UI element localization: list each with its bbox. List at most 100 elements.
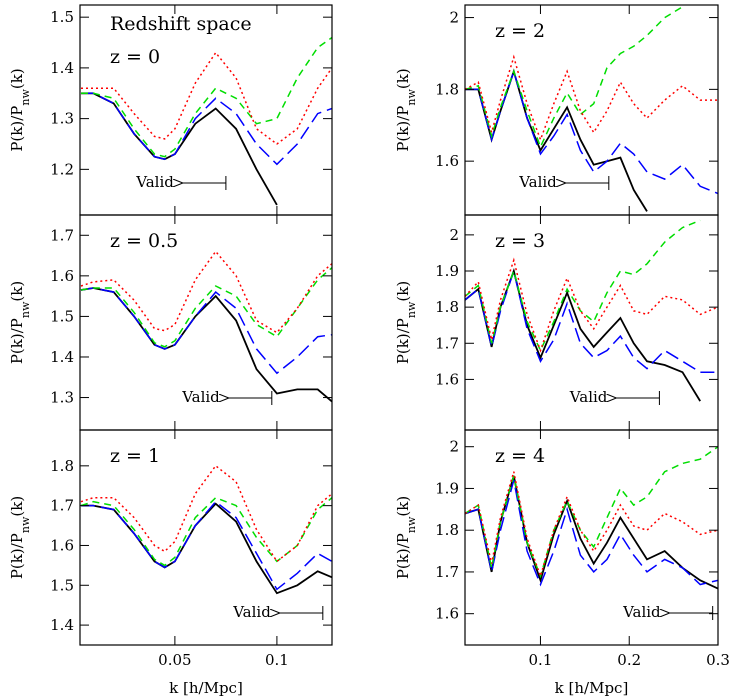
y-axis-label-part: P(k)/P [8,106,26,152]
series-line [465,6,683,149]
y-tick-label: 2 [449,438,459,456]
y-axis-label-part: P(k)/P [394,533,412,579]
valid-label: Valid [569,388,608,406]
y-tick-label: 1.9 [435,262,459,280]
y-axis-label: P(k)/Pnw(k) [394,496,418,579]
valid-label: Valid [518,173,557,191]
series-line [80,496,332,567]
y-axis-label-part: (k) [8,496,26,517]
plot-area [81,36,332,206]
y-axis-label-part: P(k)/P [8,533,26,579]
y-axis-label-part: nw [19,89,32,106]
panel-title: z = 0 [110,46,160,68]
y-axis-label-part: P(k)/P [8,318,26,364]
panel-frame [79,429,333,646]
y-axis-label: P(k)/Pnw(k) [394,68,418,151]
y-axis-label-part: (k) [394,281,412,302]
y-axis-label-part: nw [405,301,418,318]
panel-frame [464,429,719,646]
valid-label: Valid [181,388,220,406]
y-axis-label-part: (k) [394,496,412,517]
valid-label: Valid [135,173,174,191]
y-tick-label: 1.5 [50,576,74,594]
y-tick-label: 1.3 [50,110,74,128]
y-tick-label: 1.4 [50,616,74,634]
y-tick-label: 1.5 [50,307,74,325]
x-tick-label: 0.2 [617,651,641,669]
series-line [81,92,332,166]
y-axis-label-part: nw [405,516,418,533]
series-line [465,68,718,195]
panel-title: z = 3 [495,230,545,252]
valid-label: Valid [622,603,661,621]
y-axis-label: P(k)/Pnw(k) [8,68,32,151]
y-tick-label: 1.4 [50,59,74,77]
x-axis-label: k [h/Mpc] [169,679,243,697]
plot-area [465,6,718,212]
series-line [465,267,701,402]
y-tick-label: 1.9 [435,479,459,497]
y-tick-label: 1.2 [50,160,74,178]
y-axis-label: P(k)/Pnw(k) [8,281,32,364]
y-tick-label: 1.7 [50,226,74,244]
plot-area [465,446,718,590]
series-line [80,267,332,348]
x-tick-label: 0.3 [706,651,730,669]
series-line [81,36,332,158]
y-tick-label: 1.7 [435,563,459,581]
y-axis-label-part: (k) [394,68,412,89]
series-line [465,257,718,353]
y-tick-label: 1.5 [50,8,74,26]
x-axis-label: k [h/Mpc] [555,679,629,697]
y-tick-label: 1.6 [50,536,74,554]
plot-area [80,464,332,595]
panel-title: z = 2 [495,20,545,42]
valid-label: Valid [232,603,271,621]
series-line [465,268,718,373]
x-tick-label: 0.1 [265,651,289,669]
y-tick-label: 1.7 [435,334,459,352]
series-line [465,475,718,590]
y-axis-label-part: P(k)/P [394,318,412,364]
series-line [465,446,718,579]
y-axis-label: P(k)/Pnw(k) [8,496,32,579]
y-axis-label-part: (k) [8,68,26,89]
y-tick-label: 2 [449,226,459,244]
series-line [81,51,332,145]
y-tick-label: 1.6 [50,267,74,285]
series-line [81,500,332,591]
plot-area [80,250,332,403]
panel-title: z = 1 [110,445,160,467]
panel-title: z = 4 [495,445,545,467]
y-tick-label: 1.8 [435,298,459,316]
x-tick-label: 0.05 [158,651,191,669]
y-tick-label: 1.3 [50,389,74,407]
y-tick-label: 1.8 [50,457,74,475]
y-axis-label-part: P(k)/P [394,106,412,152]
y-axis-label: P(k)/Pnw(k) [394,281,418,364]
y-tick-label: 1.6 [435,370,459,388]
series-line [80,287,332,403]
y-tick-label: 1.4 [50,348,74,366]
y-axis-label-part: nw [19,516,32,533]
series-line [465,219,701,353]
panel-title: z = 0.5 [110,230,178,252]
y-tick-label: 1.6 [435,605,459,623]
series-line [465,54,718,142]
series-line [80,287,332,375]
y-tick-label: 1.8 [435,80,459,98]
series-line [465,68,648,212]
y-tick-label: 1.6 [435,152,459,170]
series-line [81,92,278,206]
x-tick-label: 0.1 [529,651,553,669]
series-line [80,250,332,334]
y-axis-label-part: nw [19,301,32,318]
y-tick-label: 2 [449,9,459,27]
y-axis-label-part: nw [405,89,418,106]
series-line [465,479,718,587]
panel-note: Redshift space [110,13,252,35]
series-line [80,464,332,563]
y-axis-label-part: (k) [8,281,26,302]
plot-area [465,219,718,402]
